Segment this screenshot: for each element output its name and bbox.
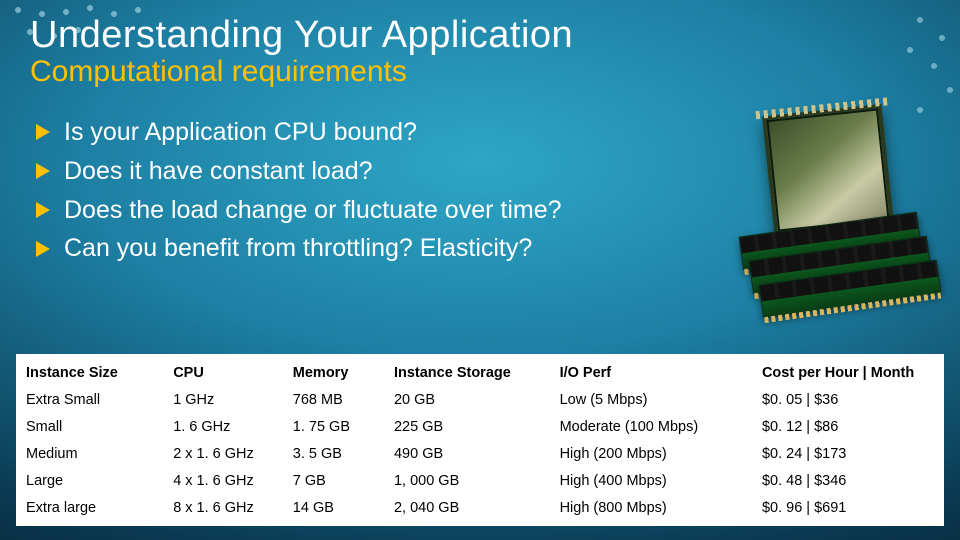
cpu-chip-icon [762, 104, 894, 236]
cell: 1. 6 GHz [167, 414, 287, 441]
bullet-text: Does the load change or fluctuate over t… [64, 191, 562, 230]
chevron-right-icon [36, 241, 50, 257]
chevron-right-icon [36, 202, 50, 218]
col-memory: Memory [287, 360, 388, 387]
cell: $0. 24 | $173 [756, 441, 940, 468]
bullet-text: Can you benefit from throttling? Elastic… [64, 229, 532, 268]
bullet-text: Is your Application CPU bound? [64, 113, 417, 152]
cell: Small [20, 414, 167, 441]
cell: $0. 96 | $691 [756, 495, 940, 522]
cell: Extra large [20, 495, 167, 522]
cell: 1, 000 GB [388, 468, 554, 495]
cell: 2, 040 GB [388, 495, 554, 522]
cell: 1 GHz [167, 387, 287, 414]
table-header-row: Instance Size CPU Memory Instance Storag… [20, 360, 940, 387]
cell: Low (5 Mbps) [554, 387, 756, 414]
cell: 490 GB [388, 441, 554, 468]
cell: 1. 75 GB [287, 414, 388, 441]
cell: 2 x 1. 6 GHz [167, 441, 287, 468]
col-storage: Instance Storage [388, 360, 554, 387]
slide: Understanding Your Application Computati… [0, 0, 960, 540]
cell: 768 MB [287, 387, 388, 414]
cell: $0. 05 | $36 [756, 387, 940, 414]
cell: 8 x 1. 6 GHz [167, 495, 287, 522]
col-cost: Cost per Hour | Month [756, 360, 940, 387]
chevron-right-icon [36, 124, 50, 140]
col-io-perf: I/O Perf [554, 360, 756, 387]
col-cpu: CPU [167, 360, 287, 387]
table-row: Extra Small 1 GHz 768 MB 20 GB Low (5 Mb… [20, 387, 940, 414]
instance-pricing-table: Instance Size CPU Memory Instance Storag… [16, 354, 944, 526]
cell: 14 GB [287, 495, 388, 522]
cell: $0. 12 | $86 [756, 414, 940, 441]
table-row: Medium 2 x 1. 6 GHz 3. 5 GB 490 GB High … [20, 441, 940, 468]
cell: High (200 Mbps) [554, 441, 756, 468]
cell: 4 x 1. 6 GHz [167, 468, 287, 495]
cell: Large [20, 468, 167, 495]
table-row: Extra large 8 x 1. 6 GHz 14 GB 2, 040 GB… [20, 495, 940, 522]
cell: Moderate (100 Mbps) [554, 414, 756, 441]
cell: High (800 Mbps) [554, 495, 756, 522]
cell: High (400 Mbps) [554, 468, 756, 495]
cell: 225 GB [388, 414, 554, 441]
table-row: Large 4 x 1. 6 GHz 7 GB 1, 000 GB High (… [20, 468, 940, 495]
bullet-text: Does it have constant load? [64, 152, 373, 191]
col-instance-size: Instance Size [20, 360, 167, 387]
page-title: Understanding Your Application [30, 14, 946, 57]
ram-sticks-icon [740, 224, 930, 316]
table-row: Small 1. 6 GHz 1. 75 GB 225 GB Moderate … [20, 414, 940, 441]
cell: Extra Small [20, 387, 167, 414]
cell: 3. 5 GB [287, 441, 388, 468]
page-subtitle: Computational requirements [30, 55, 946, 89]
chevron-right-icon [36, 163, 50, 179]
cell: 7 GB [287, 468, 388, 495]
cell: 20 GB [388, 387, 554, 414]
table-body: Extra Small 1 GHz 768 MB 20 GB Low (5 Mb… [20, 387, 940, 522]
cell: $0. 48 | $346 [756, 468, 940, 495]
cell: Medium [20, 441, 167, 468]
